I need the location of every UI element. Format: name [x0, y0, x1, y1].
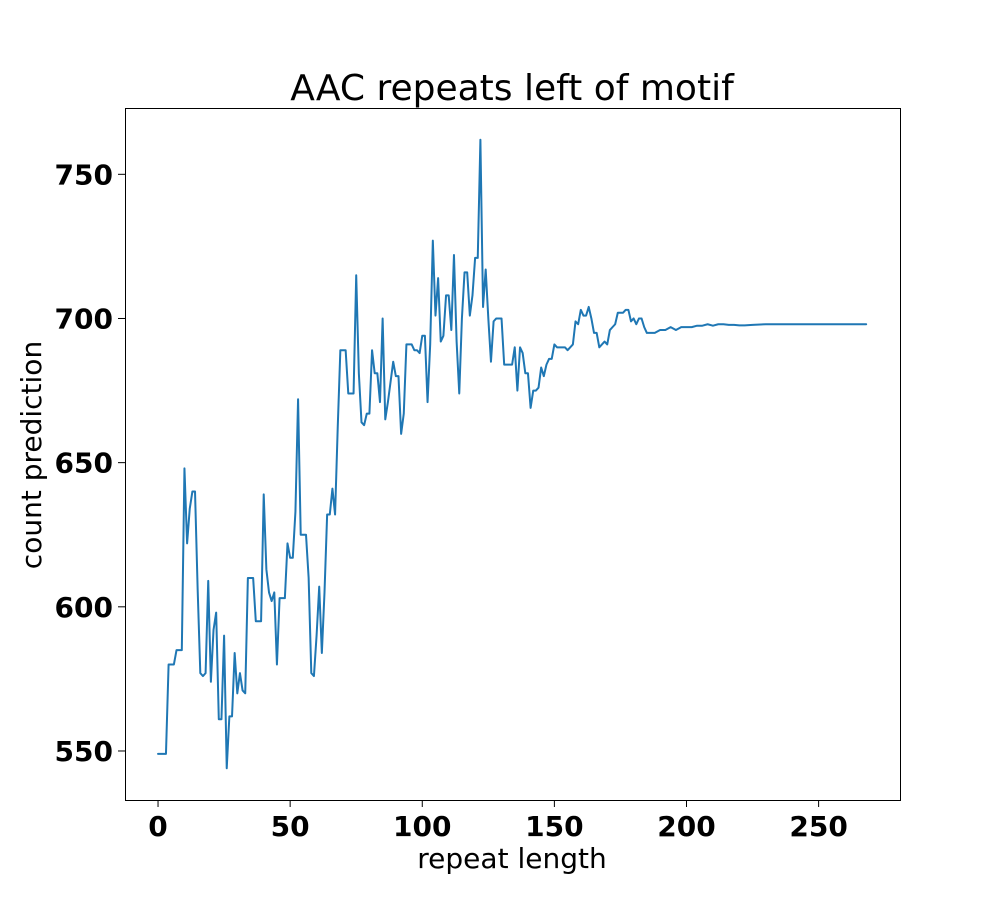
x-tick-label-200: 200: [657, 810, 715, 843]
y-tick-label-550: 550: [55, 735, 113, 768]
x-tick-label-50: 50: [271, 810, 310, 843]
y-axis-label: count prediction: [15, 341, 48, 569]
y-tick-label-700: 700: [55, 302, 113, 335]
y-tick-label-650: 650: [55, 447, 113, 480]
y-tick-label-600: 600: [55, 591, 113, 624]
plot-frame: [125, 108, 901, 801]
x-tick-label-100: 100: [393, 810, 451, 843]
x-tick-label-150: 150: [525, 810, 583, 843]
x-tick-label-0: 0: [148, 810, 167, 843]
axis-tick-labels: 0 50 100 150 200 250 550 600 650 700 750: [55, 158, 848, 843]
y-tick-label-750: 750: [55, 158, 113, 191]
axis-ticks: [118, 173, 820, 807]
series-line: [157, 138, 868, 770]
x-axis-label: repeat length: [417, 842, 606, 875]
x-tick-label-250: 250: [789, 810, 847, 843]
chart-title: AAC repeats left of motif: [290, 68, 735, 109]
